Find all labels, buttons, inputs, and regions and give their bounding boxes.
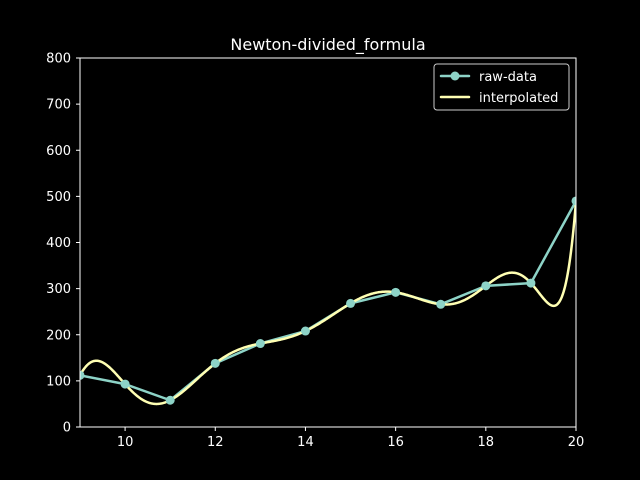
raw-data-point <box>120 379 130 389</box>
y-tick-label: 500 <box>46 190 71 205</box>
raw-data-point <box>436 299 446 309</box>
chart-title: Newton-divided_formula <box>230 35 425 55</box>
legend-raw-data-label: raw-data <box>479 70 537 85</box>
raw-data-point <box>165 395 175 405</box>
plot-frame <box>79 57 577 428</box>
y-tick-label: 100 <box>46 374 71 389</box>
x-tick-label: 18 <box>478 435 495 450</box>
raw-data-point <box>80 370 85 380</box>
raw-data-line <box>80 200 576 402</box>
raw-data-point <box>571 196 576 206</box>
raw-data-point <box>391 287 401 297</box>
y-tick-label: 600 <box>46 144 71 159</box>
raw-data-point <box>346 298 356 308</box>
x-tick-label: 14 <box>297 435 314 450</box>
legend: raw-data interpolated <box>433 63 570 111</box>
legend-raw-data-marker <box>450 71 460 81</box>
y-tick-label: 800 <box>46 52 71 67</box>
x-tick-label: 12 <box>207 435 224 450</box>
y-tick-label: 700 <box>46 98 71 113</box>
raw-data-point <box>526 278 536 288</box>
raw-data-point <box>210 358 220 368</box>
legend-interpolated-label: interpolated <box>479 91 558 106</box>
y-tick-label: 200 <box>46 328 71 343</box>
raw-data-point <box>300 326 310 336</box>
x-tick-label: 16 <box>387 435 404 450</box>
raw-data-point <box>255 339 265 349</box>
y-tick-label: 300 <box>46 282 71 297</box>
y-tick-label: 0 <box>63 421 71 436</box>
x-tick-label: 20 <box>568 435 585 450</box>
raw-data-point <box>481 281 491 291</box>
x-tick-label: 10 <box>117 435 134 450</box>
y-tick-label: 400 <box>46 236 71 251</box>
interpolated-line <box>80 200 576 406</box>
series-layer <box>80 196 576 406</box>
